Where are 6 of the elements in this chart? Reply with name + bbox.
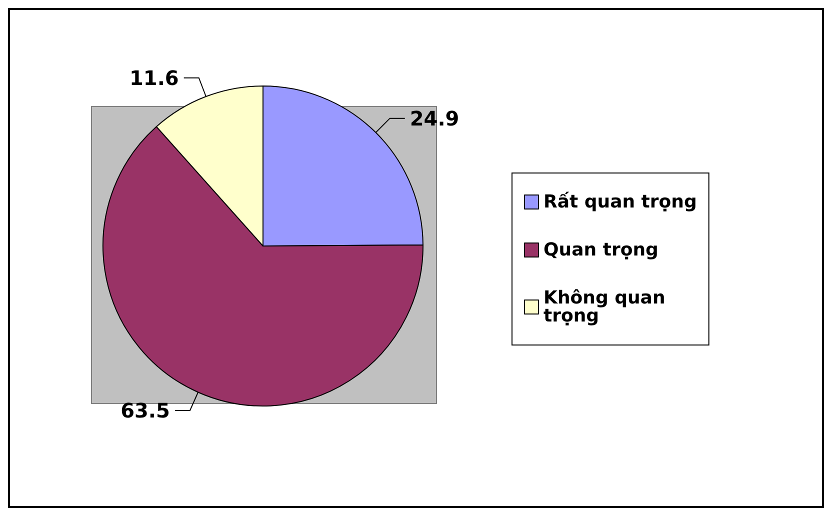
data-label: 63.5 (120, 398, 170, 423)
data-label: 24.9 (410, 106, 460, 130)
legend-label: Không quan trọng (544, 288, 672, 326)
legend-label: Quan trọng (544, 240, 658, 260)
data-label: 11.6 (129, 66, 179, 90)
legend-label: Rất quan trọng (544, 192, 697, 212)
